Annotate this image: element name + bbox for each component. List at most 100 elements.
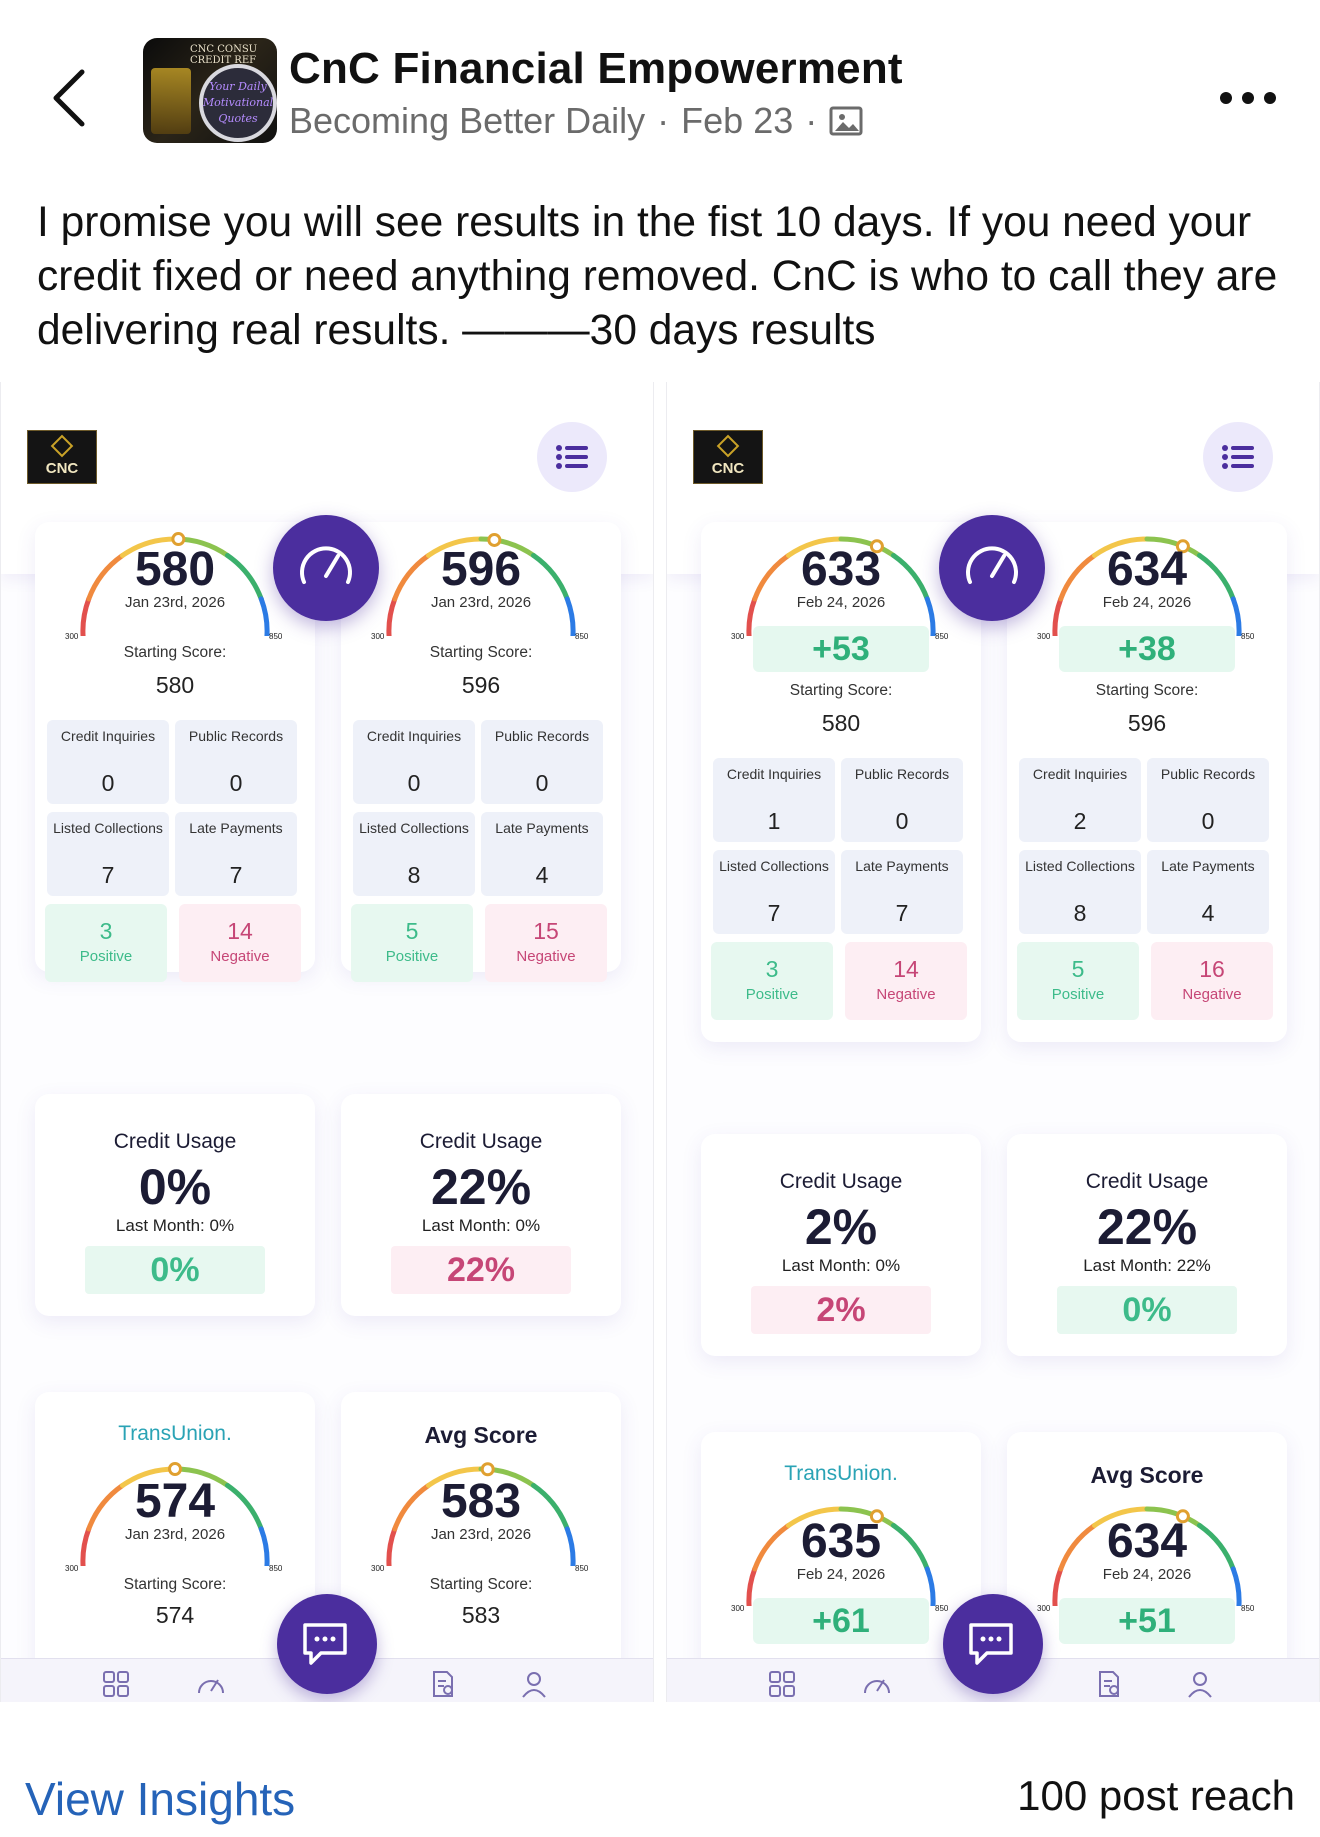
score-date: Jan 23rd, 2026 <box>124 1526 226 1543</box>
credit-inquiries-value: 1 <box>767 808 781 834</box>
starting-score-value: 580 <box>821 710 861 736</box>
credit-usage-title: Credit Usage <box>779 1170 903 1193</box>
score-gauge <box>386 532 576 636</box>
credit-score: 635 <box>800 1515 882 1568</box>
public-records-stat: Public Records 0 <box>481 720 603 804</box>
public-records-value: 0 <box>229 770 243 796</box>
cnc-logo: CNC <box>693 430 763 484</box>
credit-inquiries-value: 0 <box>407 770 421 796</box>
usage-change: 2% <box>751 1286 931 1334</box>
gauge-marker <box>487 532 502 547</box>
listed-collections-stat: Listed Collections 8 <box>353 812 475 896</box>
late-payments-label: Late Payments <box>855 858 949 874</box>
chat-button[interactable] <box>277 1594 377 1694</box>
last-month-label: Last Month: <box>115 1216 205 1235</box>
report-icon[interactable] <box>1094 1669 1124 1699</box>
user-icon[interactable] <box>519 1669 549 1699</box>
menu-button[interactable] <box>537 422 607 492</box>
gauge-arc-segment <box>746 1566 758 1606</box>
menu-button[interactable] <box>1203 422 1273 492</box>
score-date: Feb 24, 2026 <box>796 594 886 611</box>
starting-score-value: 596 <box>461 672 501 698</box>
gauge-arc-segment <box>392 552 431 602</box>
positive-accounts: 3 Positive <box>711 942 833 1020</box>
gauge-arc-segment <box>531 552 570 602</box>
gauge-button[interactable] <box>273 515 379 621</box>
cnc-logo: CNC <box>27 430 97 484</box>
positive-accounts: 5 Positive <box>351 904 473 982</box>
credit-inquiries-stat: Credit Inquiries 0 <box>47 720 169 804</box>
starting-score-value: 596 <box>1127 710 1167 736</box>
last-month-value: 0% <box>515 1216 541 1235</box>
negative-accounts: 15 Negative <box>485 904 607 982</box>
transunion-logo: TransUnion. <box>784 1462 898 1485</box>
credit-inquiries-label: Credit Inquiries <box>1032 766 1128 782</box>
view-insights-link[interactable]: View Insights <box>25 1773 296 1825</box>
late-payments-stat: Late Payments 4 <box>481 812 603 896</box>
gauge-min-label: 300 <box>731 1604 745 1613</box>
gauge-max-label: 850 <box>269 632 283 641</box>
gauge-tab-icon[interactable] <box>862 1669 892 1699</box>
gauge-icon <box>966 546 1018 584</box>
gauge-arc-segment <box>392 1482 431 1532</box>
listed-collections-stat: Listed Collections 7 <box>713 850 835 934</box>
starting-score-label: Starting Score: <box>429 1576 533 1593</box>
gauge-max-label: 850 <box>269 1564 283 1573</box>
more-options-icon[interactable] <box>1218 90 1278 106</box>
gauge-min-label: 300 <box>1037 1604 1051 1613</box>
positive-count: 3 <box>99 918 113 944</box>
avg-score-title: Avg Score <box>424 1422 538 1448</box>
credit-score: 634 <box>1106 1515 1188 1568</box>
app-screenshot[interactable]: CNC 580 Jan 23rd, 2026 300 850 Starting Score… <box>0 382 654 1702</box>
gauge-tab-icon[interactable] <box>196 1669 226 1699</box>
credit-usage-card: Credit Usage 2% Last Month: 0% 2% <box>701 1134 981 1356</box>
gauge-button[interactable] <box>939 515 1045 621</box>
negative-count: 14 <box>227 918 253 944</box>
score-gauge <box>746 1506 936 1606</box>
avatar[interactable]: CNC CONSU CREDIT REF Your Daily Motivati… <box>143 38 277 143</box>
group-name[interactable]: Becoming Better Daily <box>289 100 646 141</box>
chat-icon <box>969 1623 1013 1665</box>
usage-change: 22% <box>391 1246 571 1294</box>
back-icon[interactable] <box>50 68 90 128</box>
page-name[interactable]: CnC Financial Empowerment <box>289 44 903 93</box>
starting-score-value: 583 <box>461 1602 501 1628</box>
app-screenshot[interactable]: CNC 633 Feb 24, 2026 300 850 +53 Starting Scor… <box>666 382 1320 1702</box>
gauge-arc-segment <box>1197 552 1236 602</box>
gauge-arc-segment <box>258 596 270 636</box>
negative-accounts: 14 Negative <box>179 904 301 982</box>
gauge-arc-segment <box>225 552 264 602</box>
negative-accounts: 16 Negative <box>1151 942 1273 1020</box>
user-icon[interactable] <box>1185 1669 1215 1699</box>
score-date: Jan 23rd, 2026 <box>124 594 226 611</box>
positive-count: 5 <box>405 918 419 944</box>
score-change: +51 <box>1059 1598 1235 1644</box>
gauge-arc-segment <box>924 596 936 636</box>
chat-button[interactable] <box>943 1594 1043 1694</box>
gauge-min-label: 300 <box>731 632 745 641</box>
gauge-arc-segment <box>1197 1522 1236 1572</box>
last-month: Last Month: 0% <box>35 1216 315 1236</box>
image-gap <box>654 382 666 1702</box>
starting-score-label: Starting Score: <box>123 1576 227 1593</box>
credit-inquiries-value: 0 <box>101 770 115 796</box>
gauge-arc-segment <box>425 536 484 558</box>
gauge-arc-segment <box>425 1466 484 1488</box>
post-date[interactable]: Feb 23 <box>681 100 794 141</box>
gauge-arc-segment <box>1144 536 1203 558</box>
credit-score: 633 <box>800 543 882 596</box>
positive-label: Positive <box>745 986 799 1003</box>
score-change: +61 <box>753 1598 929 1644</box>
score-date: Feb 24, 2026 <box>1102 1566 1192 1583</box>
gauge-icon <box>300 546 352 584</box>
score-gauge <box>386 1462 576 1566</box>
grid-icon[interactable] <box>101 1669 131 1699</box>
gauge-max-label: 850 <box>935 1604 949 1613</box>
listed-collections-stat: Listed Collections 8 <box>1019 850 1141 934</box>
gauge-min-label: 300 <box>371 1564 385 1573</box>
report-icon[interactable] <box>428 1669 458 1699</box>
score-change: +53 <box>753 626 929 672</box>
grid-icon[interactable] <box>767 1669 797 1699</box>
score-card: 580 Jan 23rd, 2026 300 850 Starting Score: 58… <box>35 522 315 982</box>
gauge-arc-segment <box>752 1522 791 1572</box>
